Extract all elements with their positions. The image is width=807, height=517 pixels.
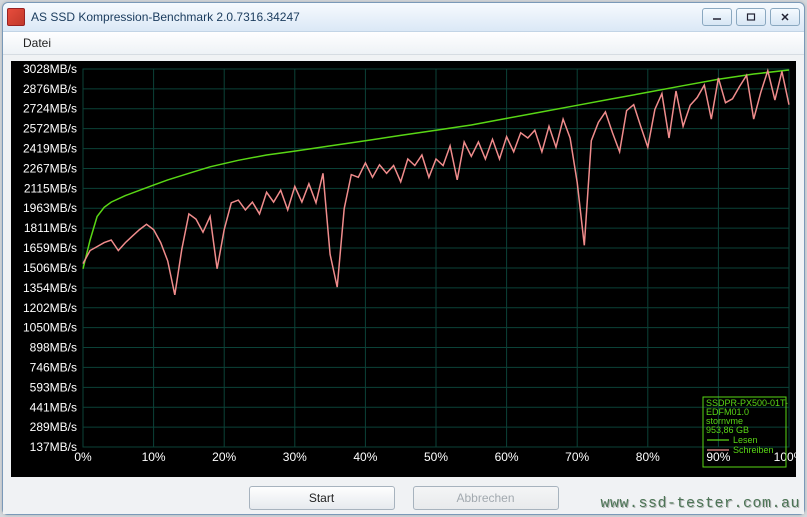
svg-text:3028MB/s: 3028MB/s [23,62,77,76]
svg-text:1811MB/s: 1811MB/s [24,221,77,235]
svg-text:2115MB/s: 2115MB/s [24,181,77,195]
start-button[interactable]: Start [249,486,395,510]
window-controls [702,8,800,26]
svg-text:441MB/s: 441MB/s [30,400,77,414]
svg-text:953,86 GB: 953,86 GB [706,425,749,435]
window-title: AS SSD Kompression-Benchmark 2.0.7316.34… [31,10,702,24]
svg-text:70%: 70% [565,450,589,464]
cancel-button: Abbrechen [413,486,559,510]
svg-text:20%: 20% [212,450,236,464]
svg-text:746MB/s: 746MB/s [30,360,77,374]
svg-text:100%: 100% [774,450,796,464]
svg-text:Lesen: Lesen [733,435,758,445]
svg-text:2572MB/s: 2572MB/s [23,122,77,136]
svg-text:2267MB/s: 2267MB/s [23,162,77,176]
svg-text:898MB/s: 898MB/s [30,340,77,354]
svg-text:30%: 30% [283,450,307,464]
svg-text:1050MB/s: 1050MB/s [23,321,77,335]
compression-chart: 0%10%20%30%40%50%60%70%80%90%100%137MB/s… [11,61,796,477]
svg-text:1506MB/s: 1506MB/s [23,261,77,275]
svg-text:40%: 40% [353,450,377,464]
minimize-button[interactable] [702,8,732,26]
close-button[interactable] [770,8,800,26]
titlebar[interactable]: AS SSD Kompression-Benchmark 2.0.7316.34… [3,3,804,32]
menu-file[interactable]: Datei [15,34,59,52]
svg-text:90%: 90% [706,450,730,464]
svg-text:1354MB/s: 1354MB/s [23,281,77,295]
window: AS SSD Kompression-Benchmark 2.0.7316.34… [2,2,805,515]
svg-text:2876MB/s: 2876MB/s [23,82,77,96]
content-area: 0%10%20%30%40%50%60%70%80%90%100%137MB/s… [3,55,804,514]
maximize-button[interactable] [736,8,766,26]
svg-text:2724MB/s: 2724MB/s [23,102,77,116]
svg-text:289MB/s: 289MB/s [30,420,77,434]
watermark: www.ssd-tester.com.au [600,495,800,512]
svg-text:593MB/s: 593MB/s [30,380,77,394]
svg-text:1202MB/s: 1202MB/s [23,301,77,315]
svg-text:1659MB/s: 1659MB/s [23,241,77,255]
app-icon [7,8,25,26]
svg-text:10%: 10% [142,450,166,464]
svg-text:1963MB/s: 1963MB/s [23,201,77,215]
svg-text:Schreiben: Schreiben [733,445,774,455]
svg-text:80%: 80% [636,450,660,464]
svg-text:2419MB/s: 2419MB/s [23,142,77,156]
svg-text:50%: 50% [424,450,448,464]
svg-text:60%: 60% [495,450,519,464]
svg-text:137MB/s: 137MB/s [30,440,77,454]
menubar: Datei [3,32,804,55]
